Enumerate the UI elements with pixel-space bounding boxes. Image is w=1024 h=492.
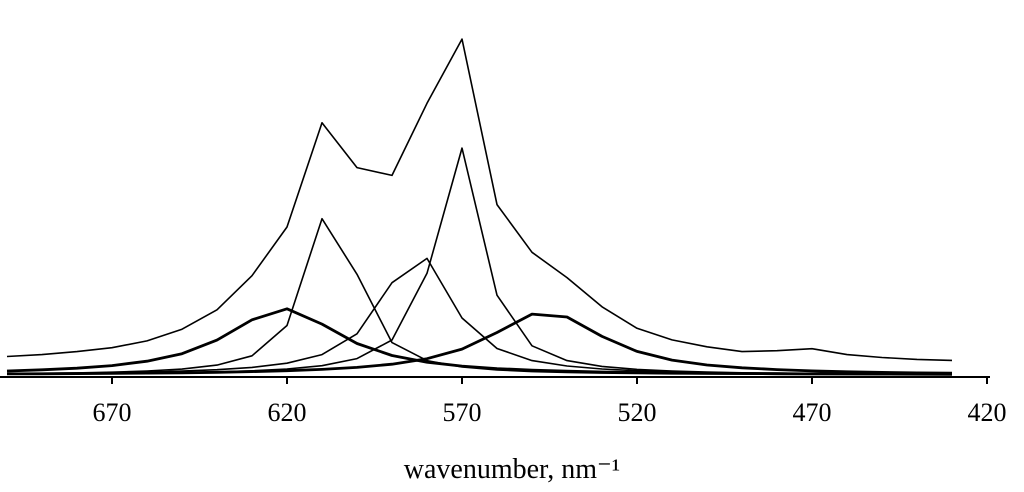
spectrum-line [6,312,953,376]
x-tick-label: 420 [968,398,1007,427]
x-tick-label: 620 [268,398,307,427]
spectrum-line [6,38,953,362]
spectrum-line [6,257,953,375]
spectrum-line [6,217,953,376]
x-tick-label: 570 [443,398,482,427]
x-tick-label: 470 [793,398,832,427]
x-tick-label: 520 [618,398,657,427]
x-axis-title: wavenumber, nm⁻¹ [404,454,620,485]
x-tick-label: 670 [93,398,132,427]
